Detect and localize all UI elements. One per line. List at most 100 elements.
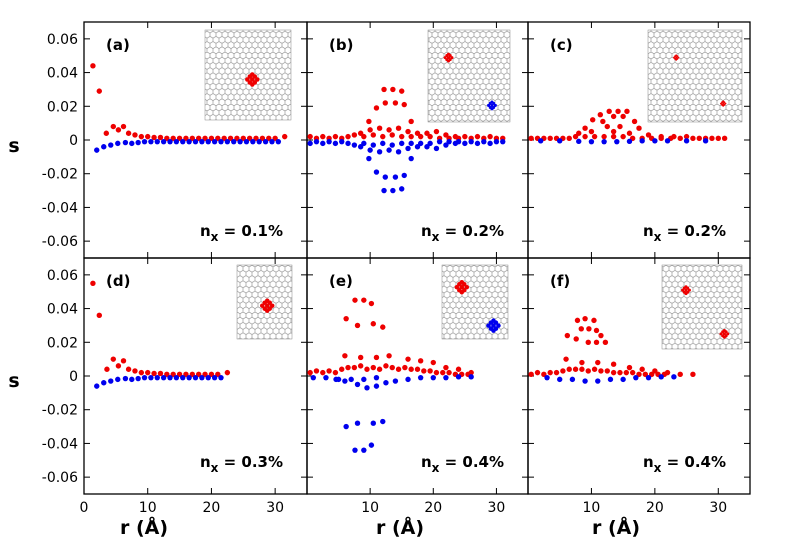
inset-defect-cluster bbox=[681, 285, 691, 296]
x-tick-label: 0 bbox=[80, 500, 89, 516]
data-point-red bbox=[157, 134, 164, 141]
data-point-blue bbox=[148, 138, 154, 145]
data-point-red bbox=[547, 369, 553, 376]
data-point-blue bbox=[395, 149, 402, 155]
data-point-red bbox=[591, 366, 598, 372]
data-point-blue bbox=[443, 374, 449, 381]
data-point-blue bbox=[443, 142, 449, 148]
data-point-blue bbox=[683, 138, 690, 144]
x-tick-label: 30 bbox=[266, 500, 284, 516]
data-point-blue bbox=[389, 142, 395, 148]
data-point-red bbox=[90, 63, 96, 69]
data-point-blue bbox=[588, 138, 595, 145]
data-point-red bbox=[189, 135, 196, 142]
data-point-red bbox=[597, 112, 604, 118]
data-point-red bbox=[234, 135, 240, 142]
data-point-red bbox=[115, 127, 122, 133]
data-point-red bbox=[578, 326, 584, 332]
data-point-red bbox=[151, 134, 157, 141]
data-point-red bbox=[392, 100, 399, 106]
y-tick-label: 0 bbox=[69, 369, 78, 385]
data-point-red bbox=[620, 113, 626, 120]
data-point-red bbox=[227, 135, 234, 142]
data-point-blue bbox=[269, 138, 275, 145]
data-point-blue bbox=[664, 138, 671, 144]
data-point-blue bbox=[141, 138, 148, 145]
data-point-red bbox=[588, 128, 595, 135]
data-point-red bbox=[357, 130, 364, 136]
y-axis-title-top: s bbox=[8, 135, 19, 157]
y-tick-label: 0.02 bbox=[47, 335, 78, 351]
data-point-red bbox=[307, 133, 313, 140]
data-point-blue bbox=[645, 374, 652, 381]
data-point-blue bbox=[173, 374, 180, 381]
data-point-red bbox=[709, 135, 715, 142]
data-point-red bbox=[564, 332, 571, 339]
data-point-red bbox=[132, 368, 138, 374]
data-point-blue bbox=[487, 140, 493, 147]
data-point-blue bbox=[173, 138, 180, 145]
data-point-red bbox=[110, 123, 117, 130]
panel-f: 10 20 30 (f) nx = 0.4% bbox=[527, 257, 751, 516]
inset-defect-cluster bbox=[454, 279, 470, 295]
data-point-blue bbox=[351, 142, 358, 148]
data-point-red bbox=[352, 297, 358, 303]
data-point-red bbox=[585, 368, 591, 374]
data-point-red bbox=[586, 326, 592, 332]
data-point-red bbox=[610, 361, 617, 367]
axes-layer: 0.06 0.04 0.02 0 -0.02 -0.04 -0.06 (a) nx = 0.1%… bbox=[42, 21, 751, 516]
data-point-blue bbox=[343, 423, 349, 430]
data-point-blue bbox=[348, 376, 354, 383]
data-point-red bbox=[604, 368, 610, 374]
data-point-blue bbox=[108, 142, 114, 148]
data-point-red bbox=[591, 317, 597, 324]
data-point-blue bbox=[154, 138, 160, 145]
data-point-blue bbox=[446, 138, 452, 145]
data-point-blue bbox=[361, 376, 367, 383]
data-point-red bbox=[474, 133, 481, 140]
data-point-red bbox=[380, 133, 386, 140]
data-point-red bbox=[648, 371, 655, 378]
data-point-red bbox=[125, 130, 132, 136]
data-point-red bbox=[589, 117, 596, 123]
data-point-red bbox=[380, 324, 386, 330]
lattice-inset bbox=[647, 29, 743, 123]
data-point-red bbox=[370, 132, 376, 138]
panel-label: (e) bbox=[329, 272, 353, 290]
data-point-blue bbox=[218, 374, 224, 381]
data-point-red bbox=[446, 369, 452, 376]
data-point-red bbox=[601, 133, 607, 140]
data-point-red bbox=[368, 300, 375, 307]
x-tick-label: 10 bbox=[583, 500, 601, 516]
data-point-red bbox=[636, 125, 642, 131]
data-point-red bbox=[376, 366, 383, 372]
data-point-blue bbox=[199, 374, 205, 381]
data-point-blue bbox=[373, 374, 380, 381]
data-point-red bbox=[145, 369, 151, 376]
data-point-red bbox=[440, 369, 446, 376]
data-point-blue bbox=[474, 140, 481, 147]
data-point-red bbox=[189, 371, 196, 378]
data-point-blue bbox=[380, 418, 386, 425]
data-point-blue bbox=[262, 138, 269, 145]
data-point-blue bbox=[626, 138, 633, 145]
data-point-red bbox=[620, 133, 626, 140]
data-point-blue bbox=[430, 374, 436, 381]
data-point-red bbox=[690, 371, 696, 378]
data-point-red bbox=[282, 133, 288, 140]
data-point-red bbox=[631, 118, 638, 125]
data-point-blue bbox=[614, 138, 620, 145]
panel-label: (f) bbox=[550, 272, 570, 290]
data-point-red bbox=[361, 297, 367, 303]
data-point-red bbox=[414, 130, 421, 136]
data-point-blue bbox=[620, 376, 626, 383]
data-point-blue bbox=[392, 174, 399, 180]
data-point-blue bbox=[386, 147, 392, 153]
data-point-red bbox=[528, 371, 534, 378]
concentration-label: nx = 0.4% bbox=[421, 453, 504, 475]
data-point-blue bbox=[405, 145, 411, 152]
data-point-red bbox=[215, 135, 221, 142]
data-point-red bbox=[652, 368, 658, 374]
data-point-red bbox=[357, 363, 364, 369]
